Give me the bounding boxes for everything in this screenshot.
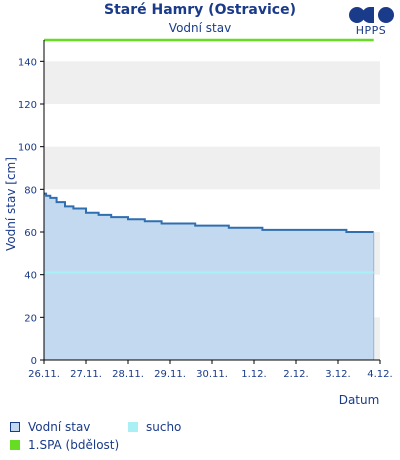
x-tick-label: 1.12. xyxy=(241,369,266,380)
y-tick-label: 20 xyxy=(24,313,37,324)
y-tick-label: 0 xyxy=(31,356,37,367)
legend-item-water-level: Vodní stav xyxy=(10,420,90,434)
legend-item-drought: sucho xyxy=(128,420,181,434)
legend-swatch-water-level xyxy=(10,422,20,432)
y-tick-label: 140 xyxy=(18,57,37,68)
legend-label: 1.SPA (bdělost) xyxy=(28,438,120,452)
legend-label: sucho xyxy=(146,420,182,434)
y-tick-label: 120 xyxy=(18,100,37,111)
chart-svg: 0 20 40 60 80 100 120 140 26.11. 27.11. 28.11. 29.1… xyxy=(4,38,393,407)
water-level-fill xyxy=(44,193,374,360)
x-tick-label: 3.12. xyxy=(325,369,350,380)
legend: Vodní stav sucho 1.SPA (bdělost) xyxy=(10,420,390,456)
water-level-line xyxy=(44,192,374,233)
grid-band xyxy=(44,146,380,190)
x-tick-label: 29.11. xyxy=(154,369,186,380)
chart-title: Staré Hamry (Ostravice) xyxy=(104,2,296,18)
legend-swatch-drought xyxy=(128,422,138,432)
x-tick-label: 30.11. xyxy=(196,369,228,380)
threshold-lines xyxy=(44,38,374,274)
legend-label: Vodní stav xyxy=(28,420,91,434)
chart-subtitle: Vodní stav xyxy=(168,21,232,35)
y-tick-label: 40 xyxy=(24,271,37,282)
x-tick-label: 26.11. xyxy=(28,369,60,380)
grid-band xyxy=(44,61,380,104)
chart-axes: 0 20 40 60 80 100 120 140 26.11. 27.11. 28.11. 29.1… xyxy=(18,40,393,380)
x-tick-label: 27.11. xyxy=(70,369,102,380)
legend-item-spa1: 1.SPA (bdělost) xyxy=(10,438,119,452)
y-tick-label: 60 xyxy=(24,228,37,239)
y-tick-label: 80 xyxy=(24,185,37,196)
x-tick-label: 4.12. xyxy=(367,369,392,380)
hpps-logo: HPPS xyxy=(348,6,398,40)
water-level-area xyxy=(44,192,375,360)
logo-text: HPPS xyxy=(355,24,387,37)
legend-swatch-spa1 xyxy=(10,440,20,450)
y-tick-label: 100 xyxy=(18,143,37,154)
hpps-logo-icon xyxy=(349,7,394,23)
x-tick-label: 2.12. xyxy=(283,369,308,380)
y-axis-label: Vodní stav [cm] xyxy=(4,157,18,251)
x-tick-label: 28.11. xyxy=(112,369,144,380)
x-axis-label: Datum xyxy=(339,393,380,407)
